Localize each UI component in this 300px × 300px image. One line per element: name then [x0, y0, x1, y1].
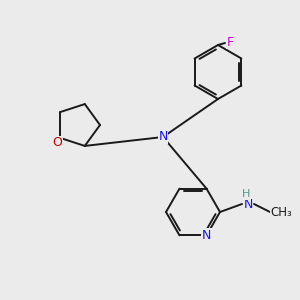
Text: N: N: [158, 130, 168, 143]
Text: F: F: [226, 35, 234, 49]
Text: H: H: [242, 189, 250, 199]
Text: N: N: [243, 197, 253, 211]
Text: N: N: [202, 229, 211, 242]
Text: CH₃: CH₃: [270, 206, 292, 218]
Text: O: O: [52, 136, 62, 149]
